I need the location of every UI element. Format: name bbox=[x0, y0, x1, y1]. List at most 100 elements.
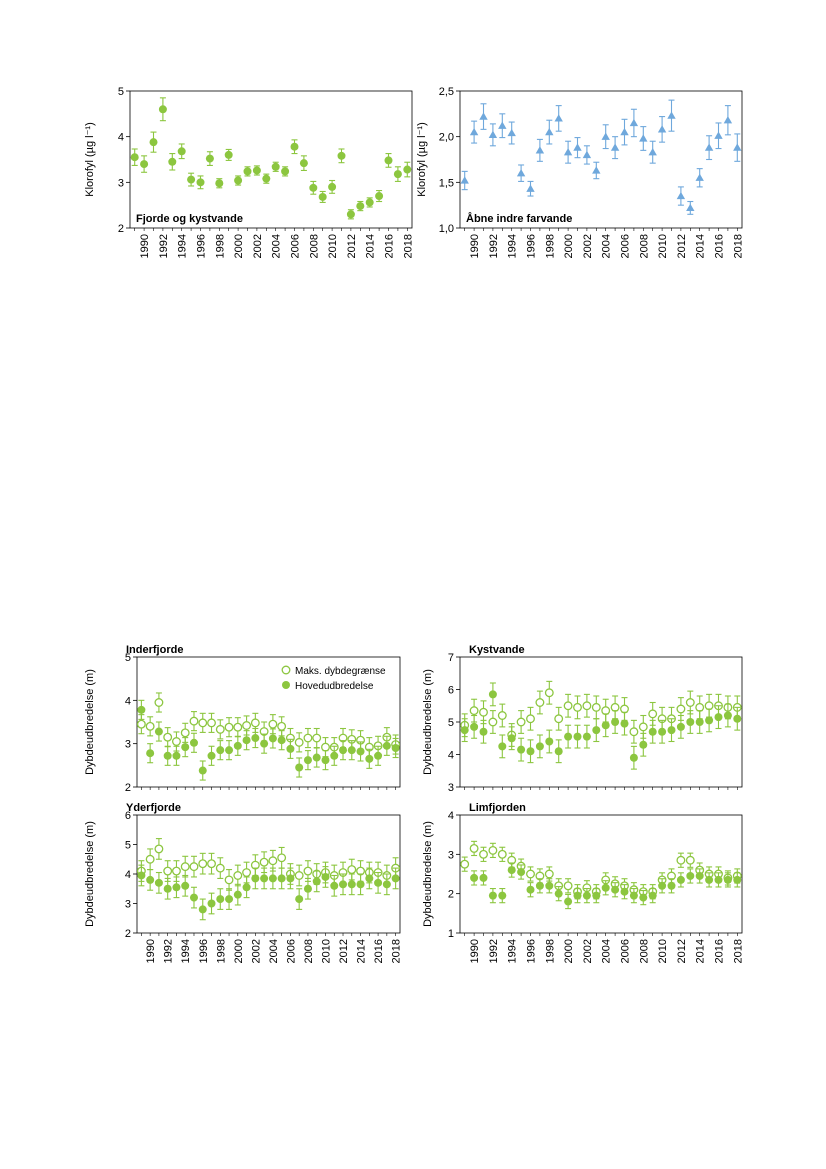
data-point bbox=[592, 726, 601, 735]
data-point bbox=[714, 131, 723, 139]
data-point bbox=[733, 143, 742, 151]
data-point bbox=[163, 732, 173, 742]
data-point bbox=[243, 167, 252, 176]
data-point bbox=[242, 883, 251, 892]
data-point bbox=[497, 711, 507, 720]
data-point bbox=[339, 880, 348, 889]
data-point bbox=[629, 727, 639, 737]
data-point bbox=[517, 868, 526, 877]
data-point bbox=[507, 734, 516, 743]
data-point bbox=[215, 724, 225, 734]
data-point bbox=[391, 744, 400, 752]
data-point bbox=[251, 874, 260, 883]
y-tick-label: 4 bbox=[118, 132, 124, 144]
x-tick-label: 2018 bbox=[732, 234, 744, 258]
data-point bbox=[526, 714, 535, 724]
data-point bbox=[277, 736, 286, 745]
data-point bbox=[592, 891, 601, 900]
x-tick-label: 1992 bbox=[158, 234, 170, 258]
data-point bbox=[667, 726, 676, 735]
data-point bbox=[356, 202, 365, 211]
data-point bbox=[303, 866, 313, 876]
data-point bbox=[295, 763, 304, 772]
data-point bbox=[470, 722, 479, 731]
x-tick-label: 2010 bbox=[657, 234, 669, 258]
data-point bbox=[535, 742, 544, 751]
data-point bbox=[639, 740, 648, 749]
x-tick-label: 1992 bbox=[488, 234, 500, 258]
x-tick-label: 2016 bbox=[714, 234, 726, 258]
plot-frame bbox=[129, 90, 413, 229]
data-point bbox=[347, 880, 356, 889]
data-point bbox=[695, 173, 704, 181]
y-tick-label: 1,0 bbox=[439, 223, 454, 235]
data-point bbox=[638, 722, 648, 732]
data-point bbox=[172, 883, 181, 892]
x-tick-label: 2018 bbox=[391, 939, 403, 963]
data-point bbox=[337, 151, 346, 160]
data-point bbox=[714, 713, 723, 722]
data-point bbox=[330, 881, 339, 890]
chart-panel: 2 3 4 5 6 1990 1992 1994 1996 1998 2000 2002 2004 200… bbox=[84, 802, 403, 963]
data-point bbox=[365, 874, 374, 883]
data-point bbox=[393, 170, 402, 179]
data-point bbox=[573, 732, 582, 741]
x-tick-label: 2002 bbox=[582, 939, 594, 963]
y-axis-label: Dybdeudbredelse (m) bbox=[422, 821, 434, 927]
data-point bbox=[198, 859, 208, 869]
data-point bbox=[544, 869, 554, 879]
y-tick-label: 5 bbox=[125, 840, 131, 852]
data-point bbox=[189, 862, 199, 872]
data-layer bbox=[460, 680, 742, 770]
x-tick-label: 1994 bbox=[507, 234, 519, 258]
chart-panel: 1,0 1,5 2,0 2,5 1990 1992 1994 1996 1998 2000 2002… bbox=[416, 86, 744, 258]
panel-title: Fjorde og kystvande bbox=[136, 213, 243, 225]
x-tick-label: 2014 bbox=[695, 234, 707, 258]
data-point bbox=[676, 875, 685, 884]
x-tick-label: 2004 bbox=[271, 234, 283, 258]
data-point bbox=[146, 749, 155, 758]
data-point bbox=[479, 727, 488, 736]
panel-title: Yderfjorde bbox=[126, 802, 181, 814]
x-tick-label: 1998 bbox=[544, 234, 556, 258]
data-point bbox=[564, 897, 573, 906]
data-point bbox=[330, 751, 339, 760]
data-point bbox=[215, 179, 224, 188]
data-point bbox=[268, 734, 277, 743]
data-point bbox=[318, 192, 327, 201]
data-point bbox=[469, 706, 479, 716]
y-tick-label: 6 bbox=[448, 685, 454, 697]
data-point bbox=[382, 880, 391, 889]
x-tick-label: 1994 bbox=[507, 939, 519, 963]
x-tick-label: 1998 bbox=[215, 939, 227, 963]
y-axis-label: Klorofyl (µg l⁻¹) bbox=[416, 122, 428, 197]
data-point bbox=[286, 744, 295, 753]
data-point bbox=[563, 701, 573, 711]
x-tick-label: 2006 bbox=[290, 234, 302, 258]
panel-title: Inderfjorde bbox=[126, 644, 183, 656]
panel-title: Åbne indre farvande bbox=[466, 212, 572, 225]
y-tick-label: 2,5 bbox=[439, 86, 454, 98]
data-point bbox=[545, 127, 554, 136]
panel-title: Kystvande bbox=[469, 644, 525, 656]
data-point bbox=[295, 895, 304, 904]
data-point bbox=[611, 718, 620, 726]
data-point bbox=[733, 875, 742, 884]
y-tick-label: 3 bbox=[118, 177, 124, 189]
data-point bbox=[714, 875, 723, 884]
data-point bbox=[611, 885, 620, 894]
data-point bbox=[130, 153, 139, 162]
data-point bbox=[146, 875, 155, 884]
data-point bbox=[582, 150, 592, 159]
data-point bbox=[629, 753, 638, 762]
data-point bbox=[620, 127, 629, 136]
data-point bbox=[516, 717, 526, 727]
data-point bbox=[137, 871, 146, 880]
y-tick-label: 2 bbox=[125, 782, 131, 794]
legend-label: Maks. dybdegrænse bbox=[295, 666, 386, 677]
y-tick-label: 7 bbox=[448, 652, 454, 664]
x-tick-label: 2004 bbox=[601, 234, 613, 258]
data-point bbox=[479, 849, 488, 859]
x-tick-label: 2012 bbox=[676, 234, 688, 258]
data-point bbox=[262, 174, 271, 183]
